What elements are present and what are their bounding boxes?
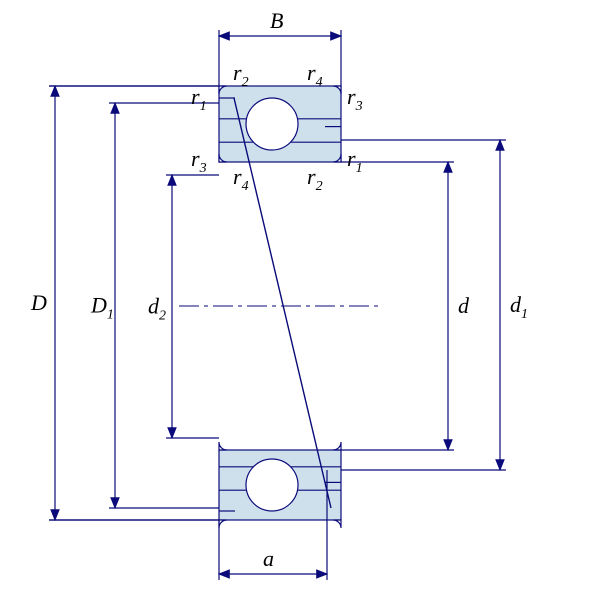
- dim-d2-label: d2: [148, 294, 166, 324]
- dim-d-label: d: [458, 293, 470, 318]
- label-r4-ib: r4: [233, 164, 249, 194]
- label-r1-ir: r1: [347, 146, 363, 176]
- dim-B-label: B: [270, 8, 283, 33]
- dim-D-label: D: [30, 290, 47, 315]
- ball: [246, 98, 298, 150]
- ball: [246, 459, 298, 511]
- dim-D1-label: D1: [90, 293, 114, 323]
- bearing-cross-section: BaDD1d2dd1r1r2r4r3r3r4r2r1: [0, 0, 600, 600]
- dim-d1-label: d1: [510, 292, 528, 322]
- label-r3-il: r3: [191, 146, 207, 176]
- dim-a-label: a: [263, 546, 274, 571]
- label-r3-tr: r3: [347, 84, 363, 114]
- label-r2-ib: r2: [307, 164, 323, 194]
- label-r1-tl: r1: [191, 84, 207, 114]
